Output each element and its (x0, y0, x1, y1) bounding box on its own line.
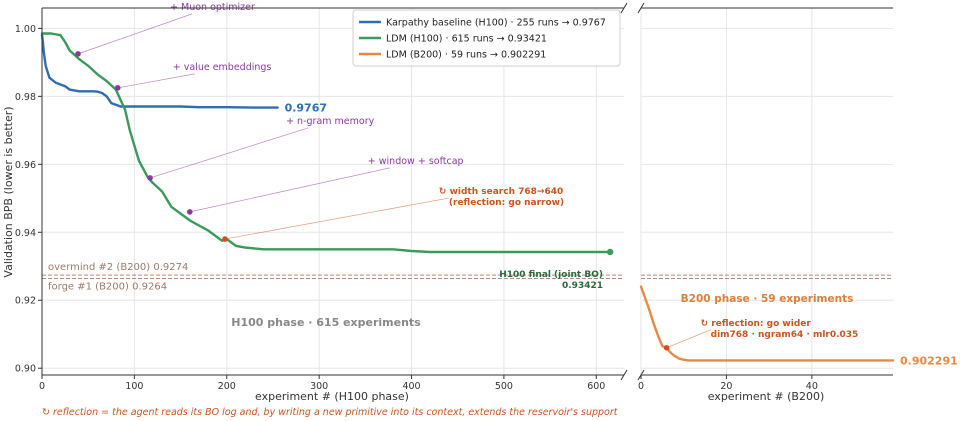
final-label: H100 final (joint BO) (499, 270, 603, 280)
annotation-label-line2: dim768 · ngram64 · mlr0.035 (711, 330, 859, 340)
annotations-layer: H100 final (joint BO)0.93421 + Muon optim… (75, 2, 858, 351)
y-tick-label: 0.98 (15, 92, 36, 103)
x-tick-label: 100 (125, 381, 143, 392)
annotation-marker (222, 236, 228, 242)
x-tick-label: 500 (495, 381, 513, 392)
x-tick-label: 200 (218, 381, 236, 392)
x-axis-label-h100: experiment # (H100 phase) (255, 390, 409, 403)
reference-line-label: overmind #2 (B200) 0.9274 (48, 262, 188, 273)
x-tick-label: 300 (310, 381, 328, 392)
annotation-marker (75, 51, 81, 57)
annotation-label: ↻ reflection: go wider (701, 319, 812, 329)
annotation-marker (147, 175, 153, 181)
annotation-marker (187, 209, 193, 215)
x-tick-label: 0 (638, 381, 644, 392)
series-line (639, 285, 895, 362)
annotation-label: + value embeddings (173, 62, 272, 73)
annotation-leader (189, 167, 390, 213)
annotation-leader (117, 73, 195, 89)
y-tick-label: 0.92 (15, 296, 36, 307)
legend: Karpathy baseline (H100) · 255 runs → 0.… (352, 9, 621, 67)
y-tick-label: 0.96 (15, 160, 36, 171)
phase-label-h100: H100 phase · 615 experiments (231, 316, 421, 329)
annotation-leader (149, 127, 309, 179)
x-tick-label: 600 (587, 381, 605, 392)
annotation-leader (77, 13, 193, 55)
annotation-label: + Muon optimizer (170, 2, 255, 13)
annotation-label: ↻ width search 768→640 (439, 187, 563, 197)
series-end-label: 0.902291 (900, 354, 958, 367)
reference-lines-layer: overmind #2 (B200) 0.9274 forge #1 (B200)… (42, 262, 893, 292)
final-point-marker (606, 248, 614, 256)
footnote: ↻ reflection = the agent reads its BO lo… (42, 407, 619, 418)
x-axis-label-b200: experiment # (B200) (708, 390, 825, 403)
annotation-leader (666, 329, 711, 349)
series-end-label: 0.9767 (285, 102, 327, 115)
legend-entry: LDM (B200) · 59 runs → 0.902291 (386, 50, 546, 61)
annotation-marker (663, 345, 670, 351)
y-tick-label: 0.94 (15, 228, 36, 239)
axis-break-mark (620, 369, 628, 381)
axis-break-mark (620, 2, 628, 14)
final-label-value: 0.93421 (562, 281, 603, 291)
grid-layer (41, 8, 893, 375)
reference-line-label: forge #1 (B200) 0.9264 (48, 281, 167, 292)
annotation-label-line2: (reflection: go narrow) (449, 198, 564, 208)
annotation-leader (224, 197, 449, 240)
annotation-marker (114, 85, 121, 91)
legend-entry: Karpathy baseline (H100) · 255 runs → 0.… (386, 18, 606, 29)
phase-label-b200: B200 phase · 59 experiments (681, 293, 854, 305)
series-layer: 0.9767 0.902291 (40, 32, 958, 367)
legend-box (352, 9, 621, 67)
x-tick-label: 40 (806, 381, 818, 392)
axes-layer: 0.900.920.940.960.981.000 100 200 300 400 500… (15, 2, 893, 392)
x-tick-label: 20 (720, 381, 732, 392)
y-tick-label: 0.90 (15, 364, 36, 375)
axis-break-mark (637, 2, 645, 14)
y-tick-label: 1.00 (15, 24, 36, 35)
x-tick-label: 0 (39, 381, 45, 392)
annotation-label: + window + softcap (368, 156, 464, 167)
series-line (40, 32, 612, 254)
y-axis-label: Validation BPB (lower is better) (2, 106, 15, 277)
series-line (40, 34, 279, 109)
annotation-label: + n-gram memory (286, 116, 375, 127)
legend-entry: LDM (H100) · 615 runs → 0.93421 (386, 34, 547, 45)
x-tick-label: 400 (402, 381, 420, 392)
